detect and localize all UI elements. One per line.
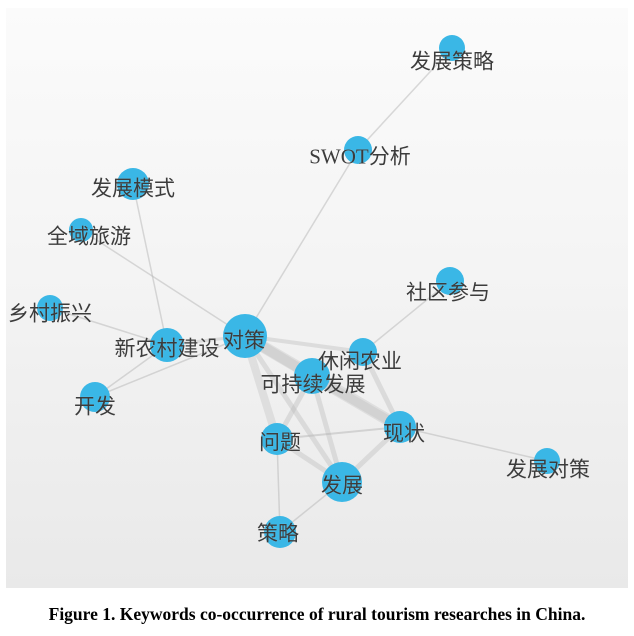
node-label-celue: 策略 [257, 521, 299, 546]
node-fazhancelue [439, 35, 465, 61]
node-label-fazhan: 发展 [321, 473, 363, 498]
edge-shequcanyu-xiuxiannongye [362, 280, 451, 353]
node-kaifa [80, 382, 110, 412]
node-quanyulvyou [69, 218, 93, 242]
node-label-wenti: 问题 [259, 430, 301, 455]
edge-duice-fazhan [242, 334, 345, 484]
edge-swotfenxi-duice [244, 149, 359, 337]
node-label-kaifa: 开发 [74, 394, 116, 419]
node-shequcanyu [436, 267, 464, 295]
node-label-shequcanyu: 社区参与 [406, 280, 490, 305]
node-label-xiangcunzhenxing: 乡村振兴 [8, 301, 92, 326]
node-label-kechixufazhan: 可持续发展 [260, 372, 366, 397]
cooccurrence-network-canvas: 发展策略 SWOT分析发展模式全域旅游乡村振兴 社区参与新农村建设 对策休闲农业 可持续… [6, 8, 628, 588]
node-fazhan [322, 462, 362, 502]
node-label-fazhancelue: 发展策略 [410, 49, 494, 74]
node-celue [264, 516, 296, 548]
node-wenti [261, 423, 293, 455]
node-xianzhuang [384, 411, 416, 443]
figure-caption: Figure 1. Keywords co-occurrence of rura… [48, 604, 586, 624]
node-label-quanyulvyou: 全域旅游 [47, 224, 131, 249]
edge-fazhancelue-swotfenxi [357, 47, 453, 151]
node-kechixufazhan [294, 358, 330, 394]
node-fazhanmoshi [117, 168, 149, 200]
node-label-fazhanmoshi: 发展模式 [91, 176, 175, 201]
network-svg [37, 35, 560, 548]
node-label-fazhanduice: 发展对策 [506, 457, 590, 482]
edge-kaifa-duice [94, 335, 246, 398]
edge-xianzhuang-fazhanduice [399, 426, 548, 462]
node-label-xinnongcunjianshe: 新农村建设 [114, 336, 220, 361]
node-fazhanduice [534, 448, 560, 474]
edge-quanyulvyou-duice [80, 229, 246, 337]
node-label-xiuxiannongye: 休闲农业 [318, 349, 402, 374]
node-xinnongcunjianshe [150, 328, 184, 362]
node-xiuxiannongye [349, 338, 377, 366]
node-label-xianzhuang: 现状 [383, 421, 425, 446]
edge-fazhanmoshi-xinnongcunjianshe [132, 183, 168, 346]
node-label-duice: 对策 [223, 328, 265, 353]
node-xiangcunzhenxing [37, 295, 63, 321]
node-swotfenxi [344, 136, 372, 164]
node-duice [223, 314, 267, 358]
edge-xiangcunzhenxing-xinnongcunjianshe [49, 307, 168, 346]
edge-wenti-xianzhuang [276, 426, 401, 440]
node-label-swotfenxi: SWOT分析 [309, 144, 411, 169]
